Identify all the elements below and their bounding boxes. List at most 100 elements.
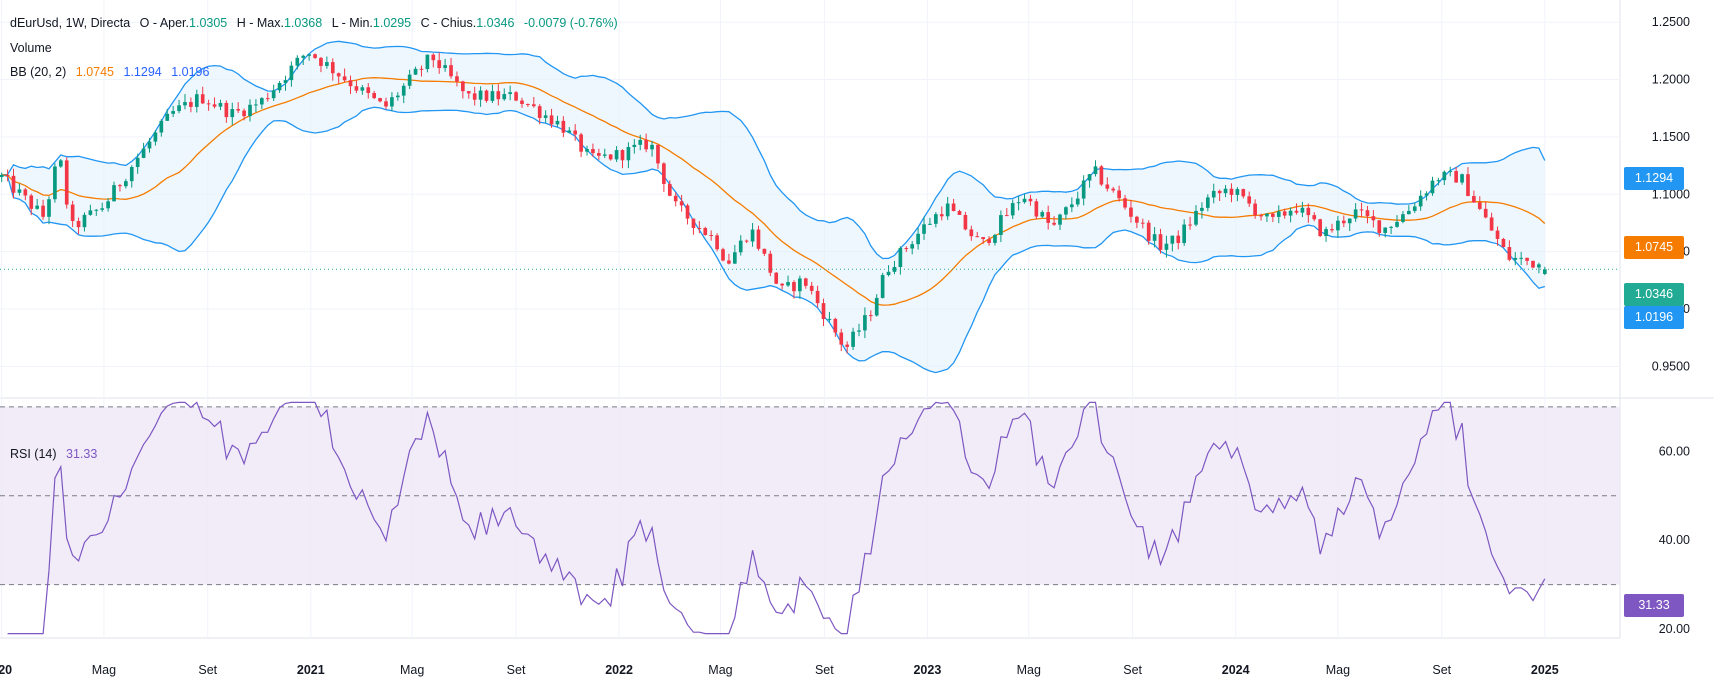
candle [1152,227,1157,248]
candle-body [549,115,554,125]
symbol-title[interactable]: dEurUsd, 1W, Directa [10,16,131,30]
candle-body [667,183,672,196]
price-tick-label: 1.1500 [1652,130,1690,144]
candle-body [1537,264,1541,268]
candle-body [928,223,932,225]
candle-body [70,204,75,221]
candle-body [147,141,152,149]
candle [1542,266,1547,276]
candle-body [1022,198,1027,203]
candle-body [1140,222,1145,224]
candle [1330,223,1334,233]
candle [756,225,761,251]
candle [1525,257,1529,266]
candle [857,323,861,337]
candle [11,168,16,199]
high-label: H - Max. [236,16,284,30]
candle-body [880,275,885,298]
candle [874,294,879,317]
candle-body [892,267,897,272]
high-value: 1.0368 [283,16,323,30]
candle-body [1542,269,1547,274]
candle-body [1531,260,1535,268]
candle-body [224,102,229,118]
candle [744,239,749,244]
candle [833,317,838,337]
candle-body [490,91,495,101]
candle-body [64,160,69,205]
candle-body [1176,235,1181,244]
candle-body [1093,166,1098,175]
candle [591,143,595,157]
candle-body [1288,210,1293,216]
candle-body [1075,198,1080,205]
candle-body [1099,166,1104,185]
candle-body [957,211,962,215]
candle [1341,215,1346,228]
candle-body [1152,234,1157,241]
candle-body [1146,222,1151,241]
candle-body [803,278,808,286]
candle-body [41,205,45,217]
candle [916,227,920,250]
close-label: C - Chius. [420,16,477,30]
candle [336,72,341,84]
candle [1040,210,1045,218]
candle [650,140,654,157]
candle [815,285,820,308]
candle-body [100,208,105,210]
bb-label[interactable]: BB (20, 2) [10,65,67,79]
candle [472,86,477,106]
rsi-legend: RSI (14) 31.33 [10,447,103,461]
candle-body [626,146,631,161]
candle [466,90,471,99]
candle [307,54,311,61]
candle [644,133,648,153]
candle-body [260,98,264,105]
volume-label[interactable]: Volume [10,41,52,55]
candle-body [118,185,122,187]
candle [981,236,985,244]
candle-body [401,85,406,96]
candle [1087,173,1092,188]
candle-body [171,111,175,114]
candle [431,53,436,68]
candle-body [1442,171,1447,181]
candle-body [1004,215,1009,217]
candle-body [1276,211,1281,217]
candle-body [851,331,855,347]
candle-body [744,240,749,242]
candle-body [76,220,81,228]
rsi-label[interactable]: RSI (14) [10,447,57,461]
candle-body [662,163,666,184]
candle-body [1034,201,1039,217]
bb-upper-line [1,40,1546,260]
candle-body [1052,222,1056,225]
bb-lower-line [1,106,1545,374]
candle [147,138,152,153]
candle-body [159,120,164,133]
candle [963,211,968,231]
candle [863,307,867,339]
candle-body [1158,234,1163,250]
candle [1454,166,1458,183]
candle-body [354,86,359,91]
candle [1229,183,1234,203]
candle-body [1430,180,1435,194]
candle [1353,203,1358,222]
candle-body [1341,220,1346,224]
candle-body [868,315,873,317]
candle-body [242,110,246,117]
candle [780,283,784,290]
candle-body [189,102,193,107]
candle-body [1336,220,1340,231]
candle-body [644,139,648,150]
candle [922,216,926,240]
candle-body [1507,247,1512,260]
candle-body [1353,209,1358,219]
candle-body [277,83,282,91]
candle [543,110,548,123]
candle [1495,226,1500,246]
candle [898,246,903,275]
